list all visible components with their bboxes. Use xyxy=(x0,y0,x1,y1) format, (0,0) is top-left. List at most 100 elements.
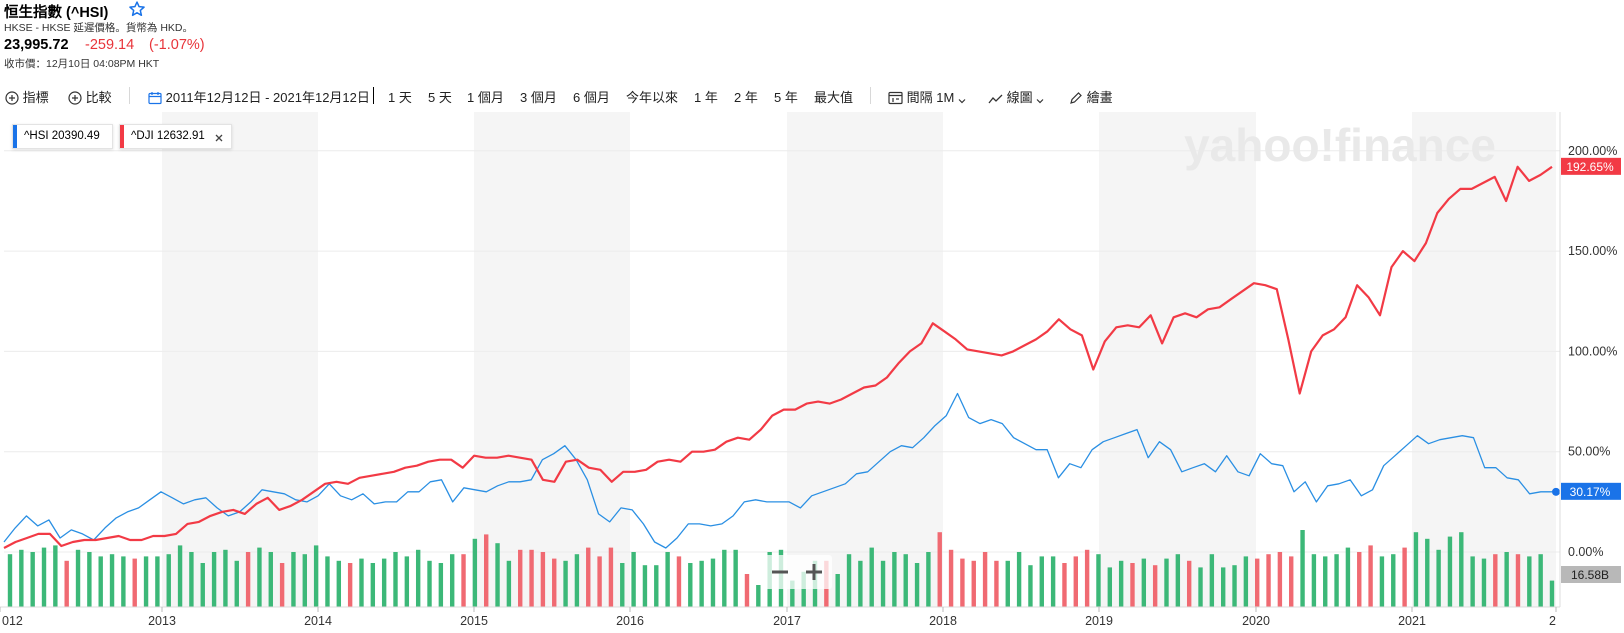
volume-bar xyxy=(1255,558,1260,607)
price-chart[interactable]: yahoo!finance 200.00% 150.00% 100.00% 50.00… xyxy=(0,112,1624,633)
date-range-picker[interactable]: 2011年12月12日 - 2021年12月12日 xyxy=(148,87,370,106)
close-icon[interactable] xyxy=(214,133,224,143)
zoom-controls xyxy=(762,555,832,589)
volume-bar xyxy=(1050,556,1056,607)
volume-bar xyxy=(1186,560,1192,607)
legend-hsi[interactable]: ^HSI 20390.49 xyxy=(12,124,113,149)
x-tick-label: 2013 xyxy=(148,614,176,628)
volume-bar xyxy=(234,560,239,607)
volume-bar xyxy=(982,552,988,607)
volume-bar xyxy=(1493,554,1498,607)
volume-bar xyxy=(801,571,806,607)
volume-bar xyxy=(1107,567,1113,607)
volume-bar xyxy=(245,552,251,607)
volume-bar xyxy=(461,554,466,607)
dji-last-value-tag-bg xyxy=(1561,157,1621,175)
last-price: 23,995.72 xyxy=(4,37,69,53)
zoom-in-icon[interactable] xyxy=(804,562,824,582)
volume-bar xyxy=(143,556,149,607)
text-cursor xyxy=(373,87,374,104)
volume-bar xyxy=(574,554,580,607)
year-band xyxy=(474,112,630,607)
range-2y[interactable]: 2 年 xyxy=(734,90,758,105)
year-band xyxy=(162,112,318,607)
range-1d[interactable]: 1 天 xyxy=(388,90,412,105)
range-1m[interactable]: 1 個月 xyxy=(467,90,504,105)
chevron-down-icon xyxy=(1036,99,1044,104)
legend-label: ^DJI 12632.91 xyxy=(131,130,205,142)
volume-bar xyxy=(1152,565,1158,607)
volume-bar xyxy=(1209,554,1215,607)
draw-button[interactable]: 繪畫 xyxy=(1069,87,1113,106)
watchlist-star-icon[interactable] xyxy=(128,0,146,18)
legend-color-swatch xyxy=(13,125,17,148)
chart-type-dropdown[interactable]: 線圖 xyxy=(988,87,1044,106)
year-bands xyxy=(162,112,1556,607)
volume-bar xyxy=(1413,532,1419,607)
volume-bar xyxy=(790,580,795,607)
volume-bar xyxy=(53,545,58,607)
volume-bar xyxy=(472,538,478,607)
volume-bar xyxy=(64,560,69,607)
x-tick-label: 2 xyxy=(1549,614,1556,628)
volume-bar xyxy=(835,574,840,607)
volume-bar xyxy=(1266,554,1271,607)
volume-bar xyxy=(654,565,659,607)
interval-label: 間隔 xyxy=(906,90,933,105)
toolbar-divider xyxy=(129,87,130,104)
volume-bar xyxy=(1368,545,1373,607)
range-6m[interactable]: 6 個月 xyxy=(573,90,610,105)
volume-bar xyxy=(733,549,738,607)
interval-dropdown[interactable]: 間隔 1M xyxy=(888,87,966,106)
zoom-out-icon[interactable] xyxy=(770,562,790,582)
volume-last-value-tag: 16.58B xyxy=(1571,568,1609,582)
y-tick-label: 50.00% xyxy=(1568,445,1610,459)
indicators-button[interactable]: 指標 xyxy=(5,87,49,106)
range-ytd[interactable]: 今年以來 xyxy=(626,90,679,105)
compare-button[interactable]: 比較 xyxy=(68,87,112,106)
volume-bar xyxy=(710,558,716,607)
volume-bar xyxy=(552,558,557,607)
x-tick-label: 2021 xyxy=(1398,614,1426,628)
volume-bar xyxy=(1243,556,1249,607)
draw-label: 繪畫 xyxy=(1086,90,1113,105)
volume-bars xyxy=(7,530,1555,607)
volume-bar xyxy=(132,558,137,607)
legend-dji[interactable]: ^DJI 12632.91 xyxy=(119,124,232,149)
volume-bar xyxy=(1232,565,1237,607)
calendar-icon xyxy=(148,92,162,105)
range-max[interactable]: 最大值 xyxy=(814,90,854,105)
volume-bar xyxy=(1345,547,1351,607)
volume-bar xyxy=(971,560,976,607)
volume-bar xyxy=(937,532,942,607)
toolbar-divider xyxy=(870,87,871,104)
x-tick-label: 2017 xyxy=(773,614,801,628)
volume-bar xyxy=(1130,563,1135,607)
volume-bar xyxy=(869,547,874,607)
x-tick-label: 2014 xyxy=(304,614,332,628)
volume-bar xyxy=(41,547,47,607)
volume-bar xyxy=(336,560,342,607)
series-line-hsi xyxy=(3,392,1552,549)
range-3m[interactable]: 3 個月 xyxy=(520,90,557,105)
volume-bar xyxy=(563,560,568,607)
x-tick-label: 2019 xyxy=(1085,614,1113,628)
pencil-icon xyxy=(1070,92,1082,104)
range-5d[interactable]: 5 天 xyxy=(428,90,452,105)
volume-bar xyxy=(75,549,81,607)
volume-bar xyxy=(1028,565,1033,607)
volume-bar xyxy=(121,556,126,607)
price-change-percent: (-1.07%) xyxy=(149,37,205,53)
volume-bar xyxy=(1379,556,1385,607)
volume-bar xyxy=(30,552,35,607)
volume-bar xyxy=(438,563,444,607)
volume-bar xyxy=(903,554,908,607)
volume-bar xyxy=(642,565,648,607)
range-1y[interactable]: 1 年 xyxy=(694,90,718,105)
volume-bar xyxy=(87,552,92,607)
interval-value: 1M xyxy=(936,90,955,105)
volume-bar xyxy=(189,552,194,607)
legend-color-swatch xyxy=(120,125,124,148)
volume-bar xyxy=(688,563,693,607)
range-5y[interactable]: 5 年 xyxy=(774,90,798,105)
